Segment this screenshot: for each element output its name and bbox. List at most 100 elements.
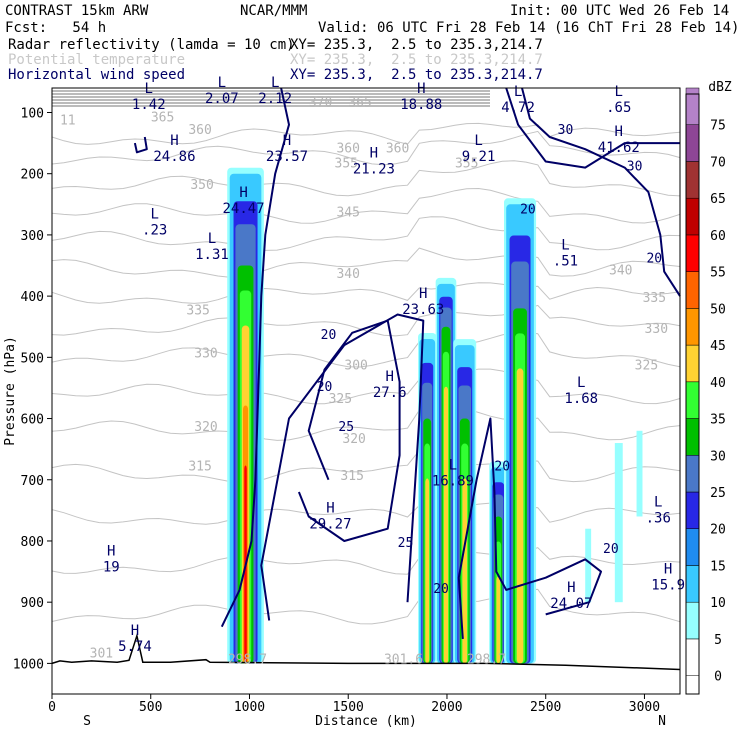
- colorbar-swatch: [685, 344, 700, 383]
- colorbar-swatch: [685, 455, 700, 493]
- extremum-marker: L: [271, 75, 279, 91]
- x-tick-label: 2000: [431, 700, 462, 715]
- colorbar-label: 40: [710, 376, 726, 391]
- extremum-value: 19: [103, 559, 120, 575]
- extremum-marker: L: [654, 494, 662, 510]
- extremum-marker: L: [561, 237, 569, 253]
- colorbar-label: 75: [710, 119, 726, 134]
- x-end-label-south: S: [83, 714, 91, 729]
- extremum-marker: H: [664, 562, 672, 578]
- y-tick-label: 200: [21, 168, 44, 183]
- extremum-value: 23.57: [266, 149, 308, 165]
- colorbar-swatch: [685, 271, 700, 309]
- y-tick-label: 100: [21, 106, 44, 121]
- extremum-marker: H: [283, 133, 291, 149]
- extremum-value: .65: [606, 100, 631, 116]
- x-axis-label: Distance (km): [315, 714, 417, 729]
- reflectivity-cell: [425, 478, 430, 664]
- theta-label: 370: [309, 95, 332, 110]
- extremum-value: 24.86: [153, 149, 195, 165]
- x-tick-label: 0: [48, 700, 56, 715]
- theta-contour: [51, 588, 681, 625]
- extremum-value: 41.62: [598, 140, 640, 156]
- extremum-value: .51: [553, 253, 578, 269]
- extremum-marker: L: [615, 84, 623, 100]
- wind-contour: [260, 313, 425, 621]
- theta-contour: [51, 331, 681, 368]
- theta-label: 360: [386, 141, 409, 156]
- theta-contour: [51, 502, 681, 525]
- theta-label: 330: [645, 322, 668, 337]
- x-end-label-north: N: [658, 714, 666, 729]
- theta-contour: [51, 304, 681, 337]
- y-tick-label: 800: [21, 535, 44, 550]
- wind-label: 20: [433, 582, 449, 597]
- theta-label: 325: [329, 392, 352, 407]
- extremum-marker: H: [419, 286, 427, 302]
- wind-label: 20: [646, 251, 662, 266]
- extremum-value: 16.89: [432, 474, 474, 490]
- x-tick-label: 3000: [629, 700, 660, 715]
- extremum-marker: L: [208, 231, 216, 247]
- colorbar-label: 30: [710, 449, 726, 464]
- theta-contour: [51, 187, 681, 224]
- field-xy-theta: XY= 235.3, 2.5 to 235.3,214.7: [290, 52, 543, 68]
- theta-contour: [51, 122, 681, 145]
- model-title: CONTRAST 15km ARW: [5, 3, 149, 19]
- y-tick-label: 600: [21, 413, 44, 428]
- wind-contour: [297, 319, 401, 542]
- extremum-marker: H: [385, 369, 393, 385]
- init-time: Init: 00 UTC Wed 26 Feb 14: [510, 3, 730, 19]
- theta-label: 301.6: [384, 652, 423, 667]
- colorbar-label: 45: [710, 339, 726, 354]
- extremum-value: 2.07: [205, 91, 239, 107]
- extremum-value: 24.47: [222, 201, 264, 217]
- colorbar-label: 25: [710, 486, 726, 501]
- theta-label: 340: [609, 264, 632, 279]
- wind-label: 20: [603, 542, 619, 557]
- theta-label: 360: [188, 123, 211, 138]
- theta-label: 335: [643, 291, 666, 306]
- extremum-marker: H: [107, 543, 115, 559]
- theta-label: 300: [344, 359, 367, 374]
- extremum-value: 2.12: [258, 91, 292, 107]
- x-tick-label: 1000: [234, 700, 265, 715]
- field-xy-wind: XY= 235.3, 2.5 to 235.3,214.7: [290, 67, 543, 83]
- extremum-marker: H: [615, 124, 623, 140]
- field-xy-reflectivity: XY= 235.3, 2.5 to 235.3,214.7: [290, 37, 543, 53]
- wind-label: 20: [494, 460, 510, 475]
- colorbar-swatch: [685, 565, 700, 603]
- extremum-marker: L: [474, 133, 482, 149]
- colorbar-label: 0: [714, 670, 722, 685]
- colorbar-label: 35: [710, 413, 726, 428]
- forecast-hour: Fcst: 54 h: [5, 20, 107, 36]
- colorbar-swatch: [685, 234, 700, 272]
- theta-label: 298.7: [228, 652, 267, 667]
- theta-contour: [51, 450, 681, 484]
- theta-contour: [51, 216, 681, 251]
- theta-label: 315: [340, 469, 363, 484]
- y-tick-label: 700: [21, 474, 44, 489]
- theta-contour: [51, 368, 681, 405]
- reflectivity-cell: [585, 528, 592, 603]
- plot-frame: [51, 87, 681, 695]
- extremum-marker: H: [326, 500, 334, 516]
- reflectivity-cell: [516, 368, 524, 664]
- extremum-marker: H: [567, 580, 575, 596]
- colorbar-label: 5: [714, 633, 722, 648]
- y-tick-label: 400: [21, 290, 44, 305]
- field-name-reflectivity: Radar reflectivity (lamda = 10 cm): [8, 37, 295, 53]
- colorbar-swatch: [685, 124, 700, 162]
- colorbar-swatch: [685, 197, 700, 236]
- theta-contour: [51, 405, 681, 441]
- extremum-marker: H: [417, 81, 425, 97]
- extremum-value: 23.63: [402, 302, 444, 318]
- extremum-value: 1.42: [132, 97, 166, 113]
- reflectivity-cell: [443, 386, 449, 664]
- extremum-marker: L: [218, 75, 226, 91]
- wind-contour: [220, 87, 290, 628]
- extremum-value: .36: [646, 510, 671, 526]
- extremum-marker: L: [514, 84, 522, 100]
- theta-label: 320: [342, 432, 365, 447]
- theta-label: 355: [335, 157, 358, 172]
